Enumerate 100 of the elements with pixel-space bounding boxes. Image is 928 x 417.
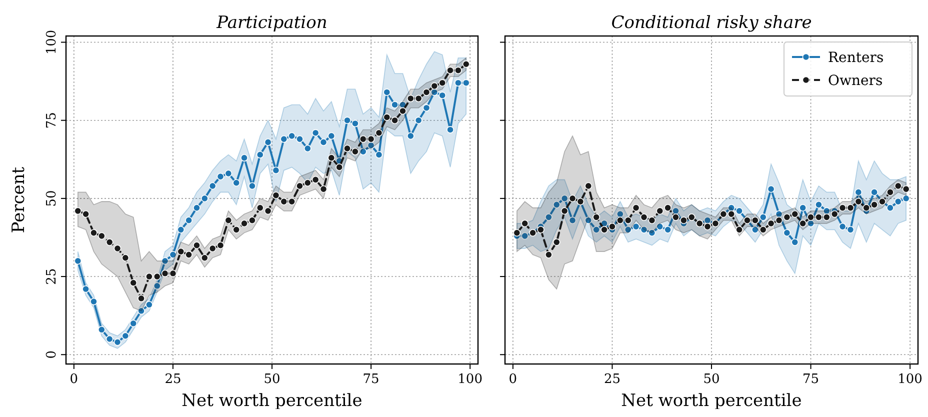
point: [846, 226, 854, 234]
point: [169, 250, 177, 258]
point: [224, 170, 232, 178]
point: [74, 257, 82, 265]
point: [240, 220, 248, 228]
point: [200, 194, 208, 202]
point: [359, 135, 367, 143]
point: [791, 210, 799, 218]
point: [304, 179, 312, 187]
x-tick-label: 100: [458, 372, 482, 387]
point: [90, 229, 98, 236]
point: [193, 204, 200, 212]
point: [114, 338, 122, 346]
x-tick-label: 75: [802, 372, 820, 387]
point: [138, 307, 145, 315]
point: [521, 220, 529, 228]
point: [106, 335, 114, 343]
x-tick-label: 25: [164, 372, 182, 387]
point: [704, 222, 712, 230]
point: [122, 332, 130, 340]
point: [886, 204, 894, 212]
point: [608, 222, 616, 230]
point: [177, 248, 185, 256]
y-tick-label: 0: [44, 350, 60, 359]
point: [336, 164, 344, 171]
point: [672, 207, 680, 215]
point: [751, 216, 759, 224]
point: [367, 142, 375, 150]
point: [616, 216, 624, 224]
point: [375, 151, 383, 158]
point: [224, 216, 232, 224]
point: [438, 92, 446, 100]
point: [406, 132, 414, 140]
point: [775, 210, 783, 218]
point: [759, 213, 767, 221]
point: [568, 194, 576, 202]
point: [462, 79, 470, 87]
point: [74, 207, 82, 215]
point: [193, 242, 200, 249]
x-tick-label: 100: [898, 372, 922, 387]
point: [616, 210, 624, 218]
y-tick-label: 25: [44, 268, 60, 285]
point: [656, 222, 664, 230]
x-tick-label: 50: [264, 372, 280, 387]
x-tick-label: 50: [703, 372, 720, 387]
point: [296, 135, 304, 143]
point: [399, 107, 406, 115]
point: [544, 250, 552, 258]
point: [584, 216, 592, 224]
point: [177, 226, 185, 234]
chart-title: Conditional risky share: [611, 13, 812, 33]
point: [838, 222, 846, 230]
point: [320, 138, 328, 146]
point: [161, 257, 169, 265]
point: [568, 216, 576, 224]
point: [521, 232, 529, 240]
point: [414, 94, 422, 102]
point: [822, 213, 830, 221]
point: [383, 88, 391, 96]
point: [248, 182, 256, 190]
point: [304, 144, 312, 152]
legend-label: Renters: [828, 50, 884, 66]
point: [704, 216, 712, 224]
point: [422, 104, 430, 112]
point: [145, 272, 153, 280]
point: [807, 220, 814, 228]
point: [98, 326, 106, 334]
y-tick-label: 100: [44, 30, 60, 55]
point: [288, 132, 296, 140]
point: [312, 129, 320, 137]
point: [560, 207, 568, 215]
point: [454, 79, 462, 87]
point: [767, 220, 775, 228]
point: [130, 279, 138, 286]
point: [240, 154, 248, 162]
point: [799, 204, 807, 212]
point: [775, 216, 783, 224]
point: [791, 238, 799, 246]
point: [680, 216, 688, 224]
point: [830, 210, 838, 218]
point: [862, 204, 870, 212]
chart-title: Participation: [216, 13, 328, 33]
point: [822, 207, 830, 215]
x-tick-label: 25: [604, 372, 620, 387]
point: [870, 188, 878, 196]
point: [200, 254, 208, 262]
point: [552, 238, 560, 246]
point: [367, 135, 375, 143]
point: [815, 200, 822, 208]
x-tick-label: 0: [508, 372, 518, 387]
point: [894, 182, 902, 190]
point: [82, 285, 90, 293]
point: [632, 204, 640, 212]
point: [807, 213, 814, 221]
point: [728, 210, 736, 218]
point: [430, 88, 438, 96]
point: [902, 185, 910, 193]
point: [592, 226, 600, 234]
point: [656, 207, 664, 215]
point: [288, 198, 296, 206]
